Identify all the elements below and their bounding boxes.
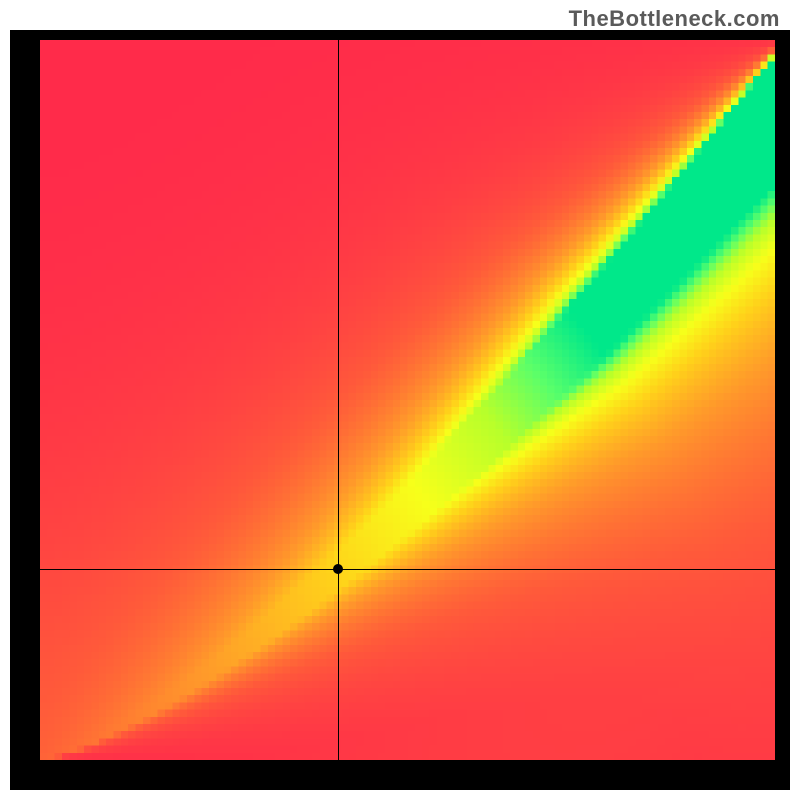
- chart-frame: [10, 30, 790, 790]
- watermark-text: TheBottleneck.com: [569, 6, 780, 32]
- heatmap-canvas: [40, 40, 775, 760]
- crosshair-horizontal: [40, 569, 775, 570]
- intersection-marker: [333, 564, 343, 574]
- chart-container: TheBottleneck.com: [0, 0, 800, 800]
- crosshair-vertical: [338, 40, 339, 760]
